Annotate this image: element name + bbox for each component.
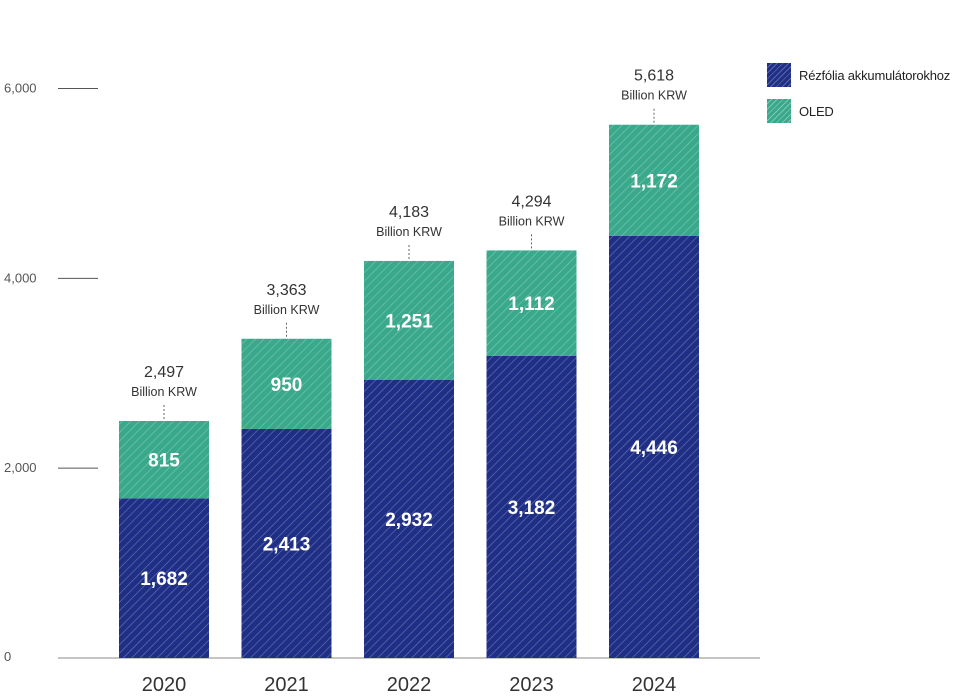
x-tick-label-2024: 2024 [632,674,677,696]
bars [119,124,699,659]
value-label-oled-2020: 815 [148,451,180,472]
value-label-copper-foil-2024: 4,446 [630,438,678,459]
y-tick-label: 6,000 [4,80,37,95]
total-value-2021: 3,363 [266,282,306,299]
value-label-oled-2024: 1,172 [630,171,678,192]
total-unit-2023: Billion KRW [499,214,565,228]
legend-swatch-copper-foil [767,63,791,87]
total-value-2020: 2,497 [144,364,184,381]
total-unit-2022: Billion KRW [376,225,442,239]
bar-hatch-oled-2024 [609,124,699,236]
value-label-oled-2023: 1,112 [508,294,555,315]
total-value-2023: 4,294 [511,193,551,210]
total-value-2024: 5,618 [634,68,674,85]
x-tick-label-2023: 2023 [509,674,554,696]
bar-hatch-copper-foil-2020 [119,498,209,658]
legend-swatch-oled [767,99,791,123]
value-label-copper-foil-2021: 2,413 [263,534,311,555]
legend-item-oled: OLED [767,99,950,123]
bar-hatch-oled-2023 [486,250,577,356]
value-label-oled-2022: 1,251 [385,311,433,332]
value-label-copper-foil-2022: 2,932 [385,510,433,531]
total-value-2022: 4,183 [389,204,429,221]
legend-label-oled: OLED [799,103,834,119]
y-tick-label: 4,000 [4,270,37,285]
x-tick-label-2022: 2022 [387,674,432,696]
x-tick-label-2021: 2021 [264,674,309,696]
x-tick-label-2020: 2020 [142,674,187,696]
bar-labels: 1,682 815 2,497 Billion KRW 2020 2,413 950 3,36… [131,68,687,696]
value-label-copper-foil-2020: 1,682 [140,569,188,590]
total-unit-2021: Billion KRW [254,303,320,317]
legend-item-copper-foil: Rézfólia akkumulátorokhoz [767,63,951,87]
bar-hatch-copper-foil-2022 [364,379,454,658]
bar-hatch-oled-2021 [241,338,332,429]
bar-hatch-oled-2020 [119,420,209,499]
total-unit-2024: Billion KRW [621,89,687,103]
bar-hatch-copper-foil-2023 [486,355,577,658]
value-label-oled-2021: 950 [271,375,303,396]
bar-hatch-copper-foil-2021 [241,428,332,658]
y-tick-label: 2,000 [4,460,37,475]
bar-hatch-copper-foil-2024 [609,235,699,659]
legend-label-copper-foil: Rézfólia akkumulátorokhoz [799,67,951,83]
total-unit-2020: Billion KRW [131,385,197,399]
legend: Rézfólia akkumulátorokhoz OLED [767,63,951,136]
value-label-copper-foil-2023: 3,182 [508,498,556,519]
y-tick-label: 0 [4,649,11,664]
bar-hatch-oled-2022 [364,260,454,380]
